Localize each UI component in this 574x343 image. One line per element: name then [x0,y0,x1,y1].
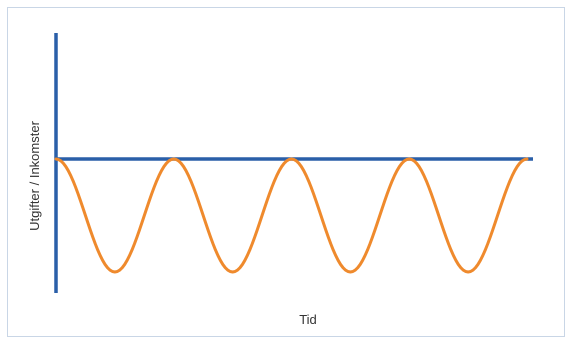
chart-frame [7,7,565,337]
series-0-line [54,157,529,274]
x-axis-label: Tid [299,312,317,327]
y-axis-label: Utgifter / Inkomster [27,120,42,230]
